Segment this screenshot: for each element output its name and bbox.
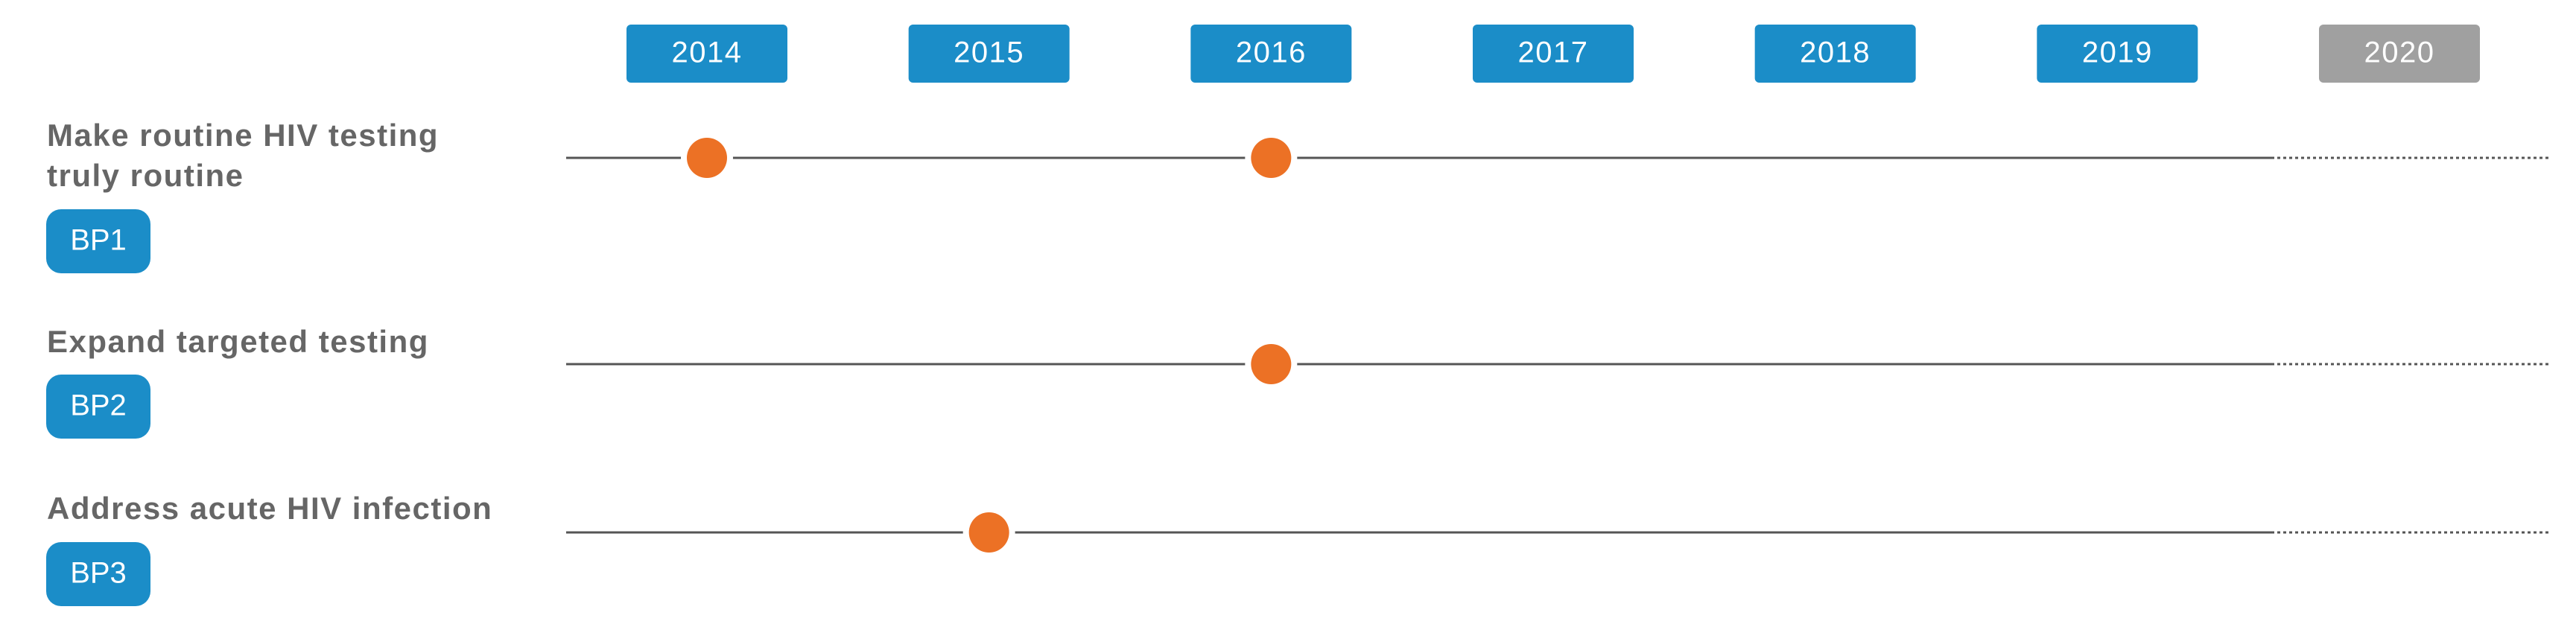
year-label: 2016 <box>1236 36 1307 69</box>
year-label: 2015 <box>954 36 1024 69</box>
year-label: 2017 <box>1518 36 1589 69</box>
year-header <box>1190 25 1352 83</box>
milestone <box>962 506 1015 558</box>
badge <box>46 209 150 273</box>
year-label: 2014 <box>672 36 743 69</box>
milestone <box>681 132 733 184</box>
year-label: 2018 <box>1800 36 1871 69</box>
row-label: truly routine <box>47 158 244 193</box>
badge-label: BP2 <box>70 389 127 422</box>
year-label: 2020 <box>2364 36 2435 69</box>
year-header <box>1473 25 1634 83</box>
year-header <box>626 25 787 83</box>
badge <box>46 375 150 439</box>
badge-label: BP1 <box>70 224 127 257</box>
year-header <box>1754 25 1916 83</box>
year-header <box>2037 25 2198 83</box>
year-header <box>908 25 1070 83</box>
badge <box>46 542 150 606</box>
milestone <box>1245 132 1298 184</box>
milestone <box>1245 338 1298 390</box>
row-label: Make routine HIV testing <box>47 118 439 153</box>
row-label: Address acute HIV infection <box>47 491 492 526</box>
badge-label: BP3 <box>70 557 127 590</box>
row-label: Expand targeted testing <box>47 324 429 359</box>
year-label: 2019 <box>2082 36 2153 69</box>
year-header <box>2319 25 2480 83</box>
